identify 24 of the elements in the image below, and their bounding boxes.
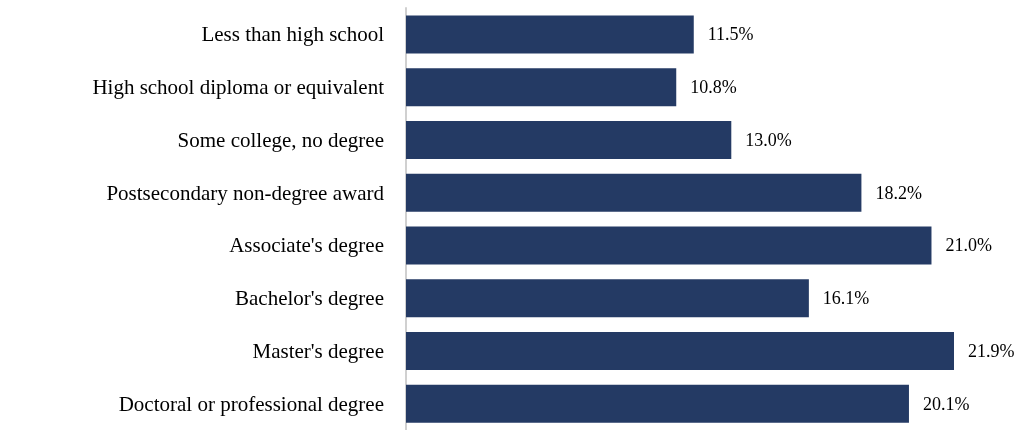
bar <box>406 384 909 423</box>
bar <box>406 120 732 159</box>
y-tick-label: Some college, no degree <box>177 127 384 152</box>
y-tick-label: Less than high school <box>201 22 385 47</box>
data-label: 16.1% <box>822 288 870 309</box>
y-tick-label: High school diploma or equivalent <box>92 75 385 100</box>
data-label: 18.2% <box>875 182 922 203</box>
data-label: 11.5% <box>707 24 754 45</box>
data-label: 10.8% <box>690 77 737 98</box>
data-label: 21.9% <box>968 340 1015 361</box>
data-label: 21.0% <box>945 235 992 256</box>
data-label: 13.0% <box>745 129 792 150</box>
bar <box>406 68 677 107</box>
bar <box>406 226 932 265</box>
bar <box>406 279 809 318</box>
y-tick-label: Associate's degree <box>229 233 384 258</box>
bar <box>406 331 954 370</box>
y-tick-label: Master's degree <box>252 338 384 363</box>
y-tick-label: Bachelor's degree <box>235 286 384 311</box>
bar <box>406 173 862 212</box>
bar <box>406 15 694 54</box>
data-label: 20.1% <box>922 393 970 414</box>
y-tick-label: Doctoral or professional degree <box>118 391 384 416</box>
y-tick-label: Postsecondary non-degree award <box>106 180 385 205</box>
